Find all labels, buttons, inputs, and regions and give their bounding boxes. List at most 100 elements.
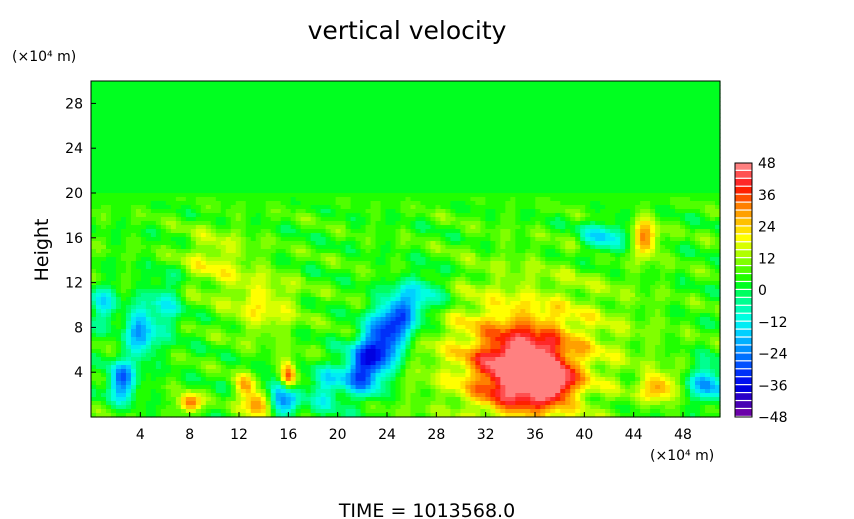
heatmap-cell [365, 81, 372, 86]
heatmap-cell [645, 145, 651, 150]
heatmap-cell [160, 145, 167, 150]
heatmap-cell [395, 109, 402, 114]
heatmap-cell [705, 137, 711, 142]
heatmap-cell [225, 169, 232, 174]
heatmap-cell [460, 125, 466, 130]
heatmap-cell [550, 233, 556, 238]
heatmap-cell [685, 169, 691, 174]
heatmap-cell [110, 101, 117, 106]
heatmap-cell [300, 109, 307, 114]
heatmap-cell [490, 233, 496, 238]
heatmap-cell [620, 229, 626, 234]
heatmap-cell [455, 161, 462, 166]
heatmap-cell [350, 229, 357, 234]
heatmap-cell [325, 125, 332, 130]
heatmap-cell [190, 181, 197, 186]
heatmap-cell [445, 141, 452, 146]
heatmap-cell [580, 85, 586, 90]
heatmap-cell [700, 85, 706, 90]
heatmap-cell [660, 149, 666, 154]
heatmap-cell [590, 121, 596, 126]
heatmap-cell [715, 149, 721, 154]
heatmap-cell [605, 89, 611, 94]
heatmap-cell [410, 125, 417, 130]
heatmap-cell [260, 97, 267, 102]
heatmap-cell [550, 197, 556, 202]
heatmap-cell [290, 237, 297, 242]
heatmap-cell [280, 109, 287, 114]
heatmap-cell [695, 81, 701, 86]
heatmap-cell [145, 89, 152, 94]
heatmap-cell [605, 229, 611, 234]
heatmap-cell [460, 89, 466, 94]
heatmap-cell [240, 225, 247, 230]
heatmap-cell [545, 125, 551, 130]
heatmap-cell [555, 89, 561, 94]
heatmap-cell [295, 105, 302, 110]
heatmap-cell [230, 133, 237, 138]
heatmap-cell [710, 157, 716, 162]
heatmap-cell [100, 145, 107, 150]
heatmap-cell [130, 149, 137, 154]
heatmap-cell [645, 113, 651, 118]
heatmap-cell [515, 153, 521, 158]
heatmap-cell [435, 157, 442, 162]
heatmap-cell [545, 109, 551, 114]
heatmap-cell [700, 129, 706, 134]
heatmap-cell [470, 137, 476, 142]
heatmap-cell [95, 193, 102, 198]
heatmap-cell [95, 221, 102, 226]
heatmap-cell [370, 157, 377, 162]
heatmap-cell [395, 85, 402, 90]
heatmap-cell [685, 117, 691, 122]
heatmap-cell [340, 221, 347, 226]
heatmap-cell [170, 165, 177, 170]
heatmap-cell [135, 229, 142, 234]
heatmap-cell [170, 177, 177, 182]
heatmap-cell [130, 177, 137, 182]
heatmap-cell [425, 213, 432, 218]
heatmap-cell [550, 93, 556, 98]
heatmap-cell [210, 165, 217, 170]
heatmap-cell [355, 181, 362, 186]
heatmap-cell [440, 233, 447, 238]
heatmap-cell [490, 133, 496, 138]
heatmap-cell [395, 145, 402, 150]
heatmap-cell [365, 181, 372, 186]
heatmap-cell [270, 209, 277, 214]
heatmap-cell [190, 141, 197, 146]
heatmap-cell [260, 137, 267, 142]
heatmap-cell [370, 125, 377, 130]
heatmap-cell [310, 233, 317, 238]
heatmap-cell [105, 229, 112, 234]
heatmap-cell [155, 197, 162, 202]
heatmap-cell [445, 125, 452, 130]
heatmap-cell [155, 97, 162, 102]
heatmap-cell [620, 113, 626, 118]
heatmap-cell [545, 217, 551, 222]
heatmap-cell [405, 137, 412, 142]
heatmap-cell [230, 145, 237, 150]
heatmap-cell [650, 225, 656, 230]
heatmap-cell [680, 189, 686, 194]
heatmap-cell [330, 109, 337, 114]
heatmap-cell [225, 237, 232, 242]
heatmap-cell [705, 193, 711, 198]
heatmap-cell [470, 181, 476, 186]
heatmap-cell [425, 197, 432, 202]
heatmap-cell [530, 181, 536, 186]
heatmap-cell [315, 133, 322, 138]
heatmap-cell [555, 153, 561, 158]
heatmap-cell [335, 109, 342, 114]
heatmap-cell [235, 81, 242, 86]
heatmap-cell [350, 197, 357, 202]
heatmap-cell [110, 229, 117, 234]
heatmap-cell [215, 181, 222, 186]
heatmap-cell [400, 189, 407, 194]
heatmap-cell [91, 113, 97, 118]
heatmap-cell [580, 173, 586, 178]
heatmap-cell [375, 233, 382, 238]
heatmap-cell [210, 93, 217, 98]
heatmap-cell [335, 169, 342, 174]
heatmap-cell [540, 149, 546, 154]
